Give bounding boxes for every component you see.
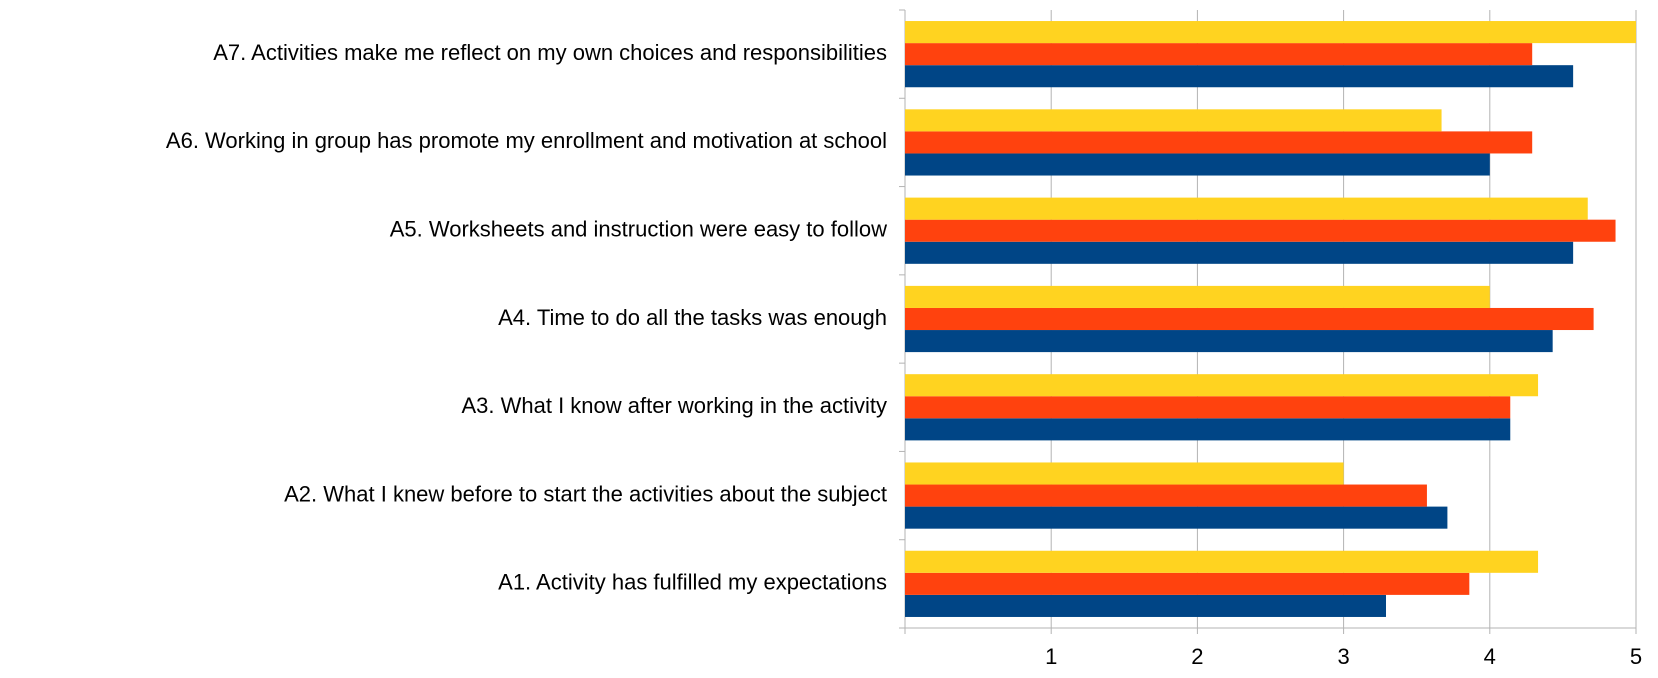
bar — [905, 43, 1533, 66]
bar — [905, 374, 1539, 397]
bar — [905, 65, 1574, 88]
bar — [905, 594, 1386, 617]
y-tick-label: A4. Time to do all the tasks was enough — [498, 305, 887, 330]
x-tick-label: 3 — [1337, 644, 1349, 669]
bar — [905, 153, 1490, 176]
bar — [905, 241, 1574, 264]
bar — [905, 109, 1442, 132]
x-tick-label: 1 — [1045, 644, 1057, 669]
bar — [905, 219, 1616, 242]
y-tick-label: A5. Worksheets and instruction were easy… — [390, 217, 887, 242]
x-tick-label: 2 — [1191, 644, 1203, 669]
bar — [905, 197, 1588, 220]
bar — [905, 418, 1511, 441]
y-tick-label: A1. Activity has fulfilled my expectatio… — [498, 570, 887, 595]
bar — [905, 550, 1539, 573]
bar — [905, 462, 1344, 485]
bar — [905, 21, 1636, 44]
bar — [905, 285, 1490, 308]
y-tick-label: A3. What I know after working in the act… — [461, 393, 887, 418]
y-tick-label: A7. Activities make me reflect on my own… — [213, 40, 887, 65]
x-tick-label: 5 — [1630, 644, 1642, 669]
bar — [905, 506, 1448, 529]
y-tick-label: A6. Working in group has promote my enro… — [166, 128, 887, 153]
bar — [905, 131, 1533, 154]
y-tick-label: A2. What I knew before to start the acti… — [284, 481, 887, 506]
bar — [905, 572, 1470, 595]
bar — [905, 330, 1553, 353]
bar — [905, 484, 1427, 507]
x-tick-label: 4 — [1484, 644, 1496, 669]
bar — [905, 307, 1594, 331]
bar — [905, 396, 1511, 419]
